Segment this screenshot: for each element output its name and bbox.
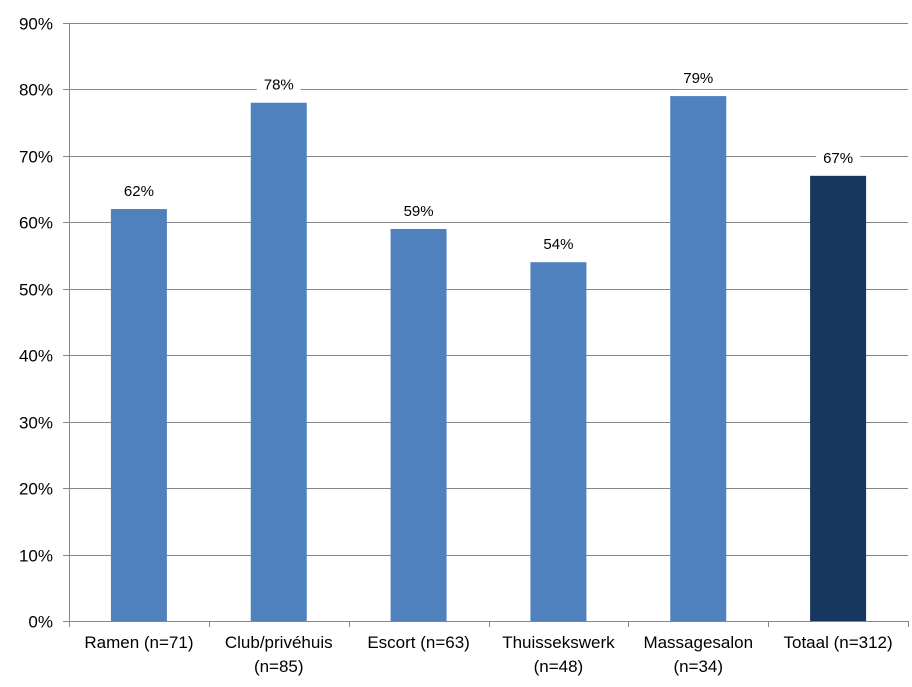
data-label-background <box>676 69 721 90</box>
y-tick-label: 70% <box>19 148 53 167</box>
bar <box>110 209 167 622</box>
data-label: 79% <box>683 70 713 87</box>
y-tick-label: 0% <box>28 613 53 632</box>
data-label-background <box>116 182 161 203</box>
bar <box>810 175 867 622</box>
x-tick-label: (n=34) <box>673 657 723 676</box>
data-label-background <box>396 201 441 222</box>
data-label: 54% <box>543 236 573 253</box>
y-tick-label: 10% <box>19 547 53 566</box>
bar <box>530 262 587 621</box>
x-tick-label: Club/privéhuis <box>225 633 333 652</box>
y-tick-label: 20% <box>19 480 53 499</box>
data-label: 67% <box>823 150 853 167</box>
x-tick-label: Massagesalon <box>643 633 753 652</box>
x-tick-label: (n=85) <box>254 657 304 676</box>
y-axis-ticks: 0% 10% 20% 30% 40% 50% 60% 70% 80% 90% <box>19 15 53 632</box>
y-tick-label: 90% <box>19 15 53 34</box>
data-labels: 62% 78% 59% 54% 79% 67% <box>116 69 861 256</box>
data-label: 62% <box>124 183 154 200</box>
data-label: 59% <box>404 203 434 220</box>
bar <box>390 228 447 621</box>
y-tick-label: 80% <box>19 81 53 100</box>
data-label-background <box>816 148 861 169</box>
x-tick-label: (n=48) <box>534 657 584 676</box>
y-tick-label: 30% <box>19 414 53 433</box>
x-tick-label: Escort (n=63) <box>367 633 470 652</box>
gridlines <box>69 23 908 556</box>
y-tick-label: 40% <box>19 347 53 366</box>
y-tick-label: 60% <box>19 214 53 233</box>
x-tick-label: Thuissekswerk <box>502 633 615 652</box>
data-label-background <box>536 235 581 256</box>
bars <box>110 96 867 622</box>
axes <box>63 23 909 627</box>
data-label: 78% <box>264 77 294 94</box>
bar <box>670 96 727 622</box>
y-tick-label: 50% <box>19 281 53 300</box>
x-tick-label: Ramen (n=71) <box>84 633 193 652</box>
data-label-background <box>256 75 301 96</box>
x-tick-label: Totaal (n=312) <box>784 633 893 652</box>
bar <box>250 102 307 621</box>
x-axis-ticks: Ramen (n=71) Club/privéhuis (n=85) Escort (… <box>84 633 892 676</box>
